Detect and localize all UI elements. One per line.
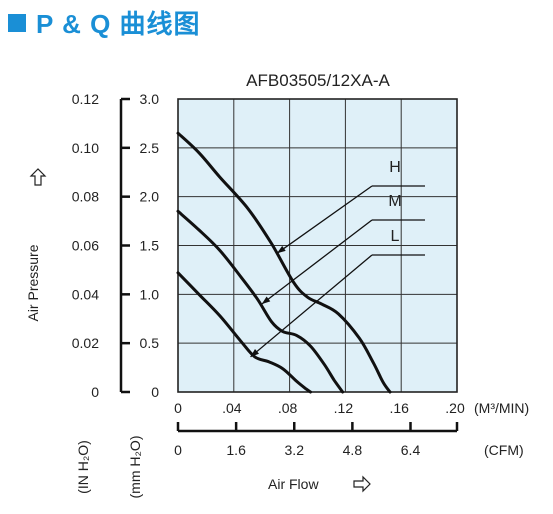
y-tick-label-mm: 1.0 <box>140 286 160 302</box>
y-unit-outer: (IN H₂O) <box>75 440 91 494</box>
y-tick-label-in: 0.10 <box>72 140 99 156</box>
x-unit-secondary: (CFM) <box>484 442 524 458</box>
plot-frame <box>177 98 458 393</box>
series-arrowhead-icon <box>277 245 286 254</box>
series-label-h: H <box>389 159 401 176</box>
series-leader-l <box>250 254 373 358</box>
series-leader-m <box>261 219 373 305</box>
y-tick-label-mm: 1.5 <box>140 238 160 254</box>
series-line-h <box>176 131 392 394</box>
y-tick-label-mm: 0.5 <box>140 335 160 351</box>
y-unit-inner: (mm H₂O) <box>127 436 143 499</box>
y-tick-label-in: 0.04 <box>72 286 99 302</box>
x-tick-label: .12 <box>334 400 354 416</box>
y-axis-in: 0 0.02 0.04 0.06 0.08 0.10 0.12 <box>72 91 99 400</box>
y-tick-label-in: 0.12 <box>72 91 99 107</box>
series-label-m: M <box>388 193 401 210</box>
series-arrowhead-icon <box>250 349 259 357</box>
x-axis-label: Air Flow <box>268 476 319 492</box>
x-tick-label-cfm: 6.4 <box>401 442 421 458</box>
x-tick-label: .08 <box>278 400 298 416</box>
plot-area <box>177 98 458 393</box>
x-tick-label-cfm: 1.6 <box>226 442 246 458</box>
y-axis-mm: 0 0.5 1.0 1.5 2.0 2.5 3.0 <box>119 91 160 400</box>
x-unit-primary: (M³/MIN) <box>474 400 529 416</box>
y-tick-label-mm: 0 <box>151 384 159 400</box>
x-tick-label: .04 <box>222 400 242 416</box>
header: P & Q 曲线图 <box>8 6 201 39</box>
page-title: P & Q 曲线图 <box>36 8 201 39</box>
x-tick-label: .20 <box>445 400 465 416</box>
y-tick-label-in: 0.08 <box>72 189 99 205</box>
y-tick-label-in: 0.06 <box>72 238 99 254</box>
series-leader-h <box>276 185 373 254</box>
y-tick-label-mm: 2.0 <box>140 189 160 205</box>
series-arrowhead-icon <box>261 296 271 305</box>
header-bullet-square-icon <box>8 14 26 32</box>
chart-title: AFB03505/12XA-A <box>246 71 390 90</box>
series-line-l <box>176 271 312 394</box>
y-tick-label-mm: 3.0 <box>140 91 160 107</box>
x-tick-label-cfm: 3.2 <box>285 442 305 458</box>
y-tick-label-mm: 2.5 <box>140 140 160 156</box>
y-tick-label-in: 0.02 <box>72 335 99 351</box>
x-tick-label-cfm: 4.8 <box>343 442 363 458</box>
x-tick-label-cfm: 0 <box>174 442 182 458</box>
series-label-l: L <box>391 228 400 245</box>
x-axis-arrow-icon <box>353 475 371 493</box>
y-tick-label-in: 0 <box>91 384 99 400</box>
series-line-m <box>176 209 345 394</box>
series-labels: HM L <box>250 159 425 358</box>
y-axis-label: Air Pressure <box>25 244 41 321</box>
series-curves <box>176 131 392 394</box>
x-tick-label: 0 <box>174 400 182 416</box>
x-tick-label: .16 <box>389 400 409 416</box>
y-axis-arrow-icon <box>29 168 47 186</box>
x-axis: 0 .04 .08 .12 .16 .20 0 1.6 3.2 4.8 6.4 <box>174 400 465 458</box>
